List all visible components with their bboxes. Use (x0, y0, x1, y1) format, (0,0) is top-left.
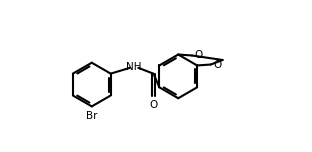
Text: NH: NH (126, 62, 142, 73)
Text: O: O (213, 59, 221, 69)
Text: O: O (194, 50, 202, 60)
Text: Br: Br (86, 111, 98, 121)
Text: O: O (149, 100, 158, 110)
